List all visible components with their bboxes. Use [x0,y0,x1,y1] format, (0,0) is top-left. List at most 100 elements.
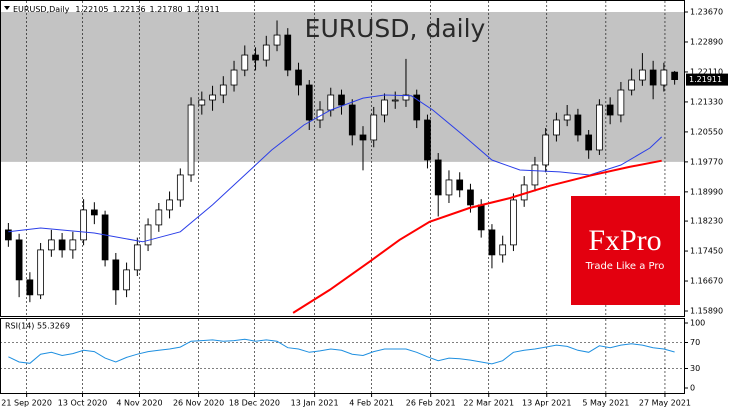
candle-body [488,229,496,256]
axes: 21 Sep 2020 13 Oct 2020 4 Nov 2020 26 Nov 2… [1,8,728,408]
y-tick-label: 1.16670 [690,277,723,286]
candle-body [553,119,560,136]
y-tick-label: 1.17450 [690,247,723,256]
moving-average [292,159,662,314]
candle-body [305,84,313,121]
logo-brand: FxPro [588,224,661,257]
y-tick-label: 1.20550 [690,127,723,136]
moving-average [8,94,663,243]
candle-body [90,209,98,216]
x-tick-label: 13 Jan 2021 [291,399,339,408]
rsi-frame [0,318,685,394]
candle-body [123,269,130,291]
candle-body [531,164,539,186]
candle-body [671,71,678,81]
logo: FxPro Trade Like a Pro [571,196,680,305]
rsi-line [8,338,675,365]
x-tick-label: 18 Dec 2020 [229,399,280,408]
logo-slogan: Trade Like a Pro [585,261,665,272]
candle-body [187,104,195,176]
candle-body [510,199,517,246]
y-tick-label: 1.22110 [690,67,723,76]
candle-body [445,179,453,196]
rsi-plot [0,338,684,369]
candle-body [413,94,421,121]
header-arrow [4,6,10,10]
header-high: 1.22136 [112,5,145,14]
x-tick-label: 27 May 2021 [639,399,691,408]
candle-body [434,159,442,196]
y-tick-label: 1.15890 [690,307,723,316]
candle-body [230,69,238,86]
candle-body [316,109,324,121]
header-symbol: EURUSD,Daily [13,5,70,14]
y-tick-label: 70 [690,338,700,347]
candle-body [58,239,66,251]
candle-body [499,244,507,256]
candle-body [628,79,635,91]
candle-body [606,104,614,116]
y-tick-label: 1.21330 [690,97,723,106]
candle-body [402,94,410,101]
candle-body [370,114,378,141]
candle-body [262,44,270,61]
logo-box [571,196,680,305]
candle-body [563,114,571,121]
y-tick-label: 0 [690,384,695,393]
y-tick-label: 1.18230 [690,217,723,226]
candle-body [241,54,249,71]
current-price-box [686,73,728,86]
candle-body [209,94,216,101]
candle-body [348,104,356,136]
price-frame [0,0,685,317]
candle-body [391,99,399,102]
candle-body [617,89,625,116]
x-tick-label: 26 Feb 2021 [406,399,456,408]
rsi-label: RSI(14) 55.3269 [5,322,70,331]
x-tick-label: 13 Apr 2021 [522,399,571,408]
candle-body [273,34,281,46]
candle-body [284,34,292,71]
candle-body [26,279,34,296]
price-plot [5,20,678,314]
candle-body [219,84,227,96]
candle-body [5,229,12,241]
candle-body [596,104,603,151]
candle-body [424,119,431,161]
candle-body [37,249,44,296]
candle-body [198,99,206,106]
candle-body [467,189,474,206]
header: EURUSD,Daily 1.22105 1.22136 1.21780 1.21911 [13,5,220,14]
candle-body [660,69,668,86]
x-tick-label: 4 Feb 2021 [349,399,394,408]
candle-body [252,54,259,61]
current-price-label: 1.21911 [689,75,722,84]
candle-body [295,69,302,86]
candle-body [112,259,120,291]
y-tick-label: 1.23670 [690,8,723,17]
candle-body [176,174,184,201]
candle-body [48,239,55,251]
x-tick-label: 22 Mar 2021 [463,399,514,408]
x-tick-label: 4 Nov 2020 [116,399,162,408]
price-background [0,12,684,162]
candle-body [359,134,367,141]
candle-body [80,209,87,241]
candle-body [327,94,335,111]
candle-body [639,69,646,81]
chart-title: EURUSD, daily [305,14,486,43]
header-open: 1.22105 [75,5,108,14]
candle-body [542,134,550,166]
frame [0,0,685,394]
candle-body [338,94,345,106]
x-tick-label: 5 May 2021 [582,399,629,408]
candle-body [155,209,163,226]
candle-body [574,114,582,136]
candle-body [381,99,388,116]
header-low: 1.21780 [150,5,183,14]
candle-body [144,224,152,246]
x-tick-label: 26 Nov 2020 [173,399,224,408]
highlight-band [0,12,684,162]
candle-body [101,214,109,261]
